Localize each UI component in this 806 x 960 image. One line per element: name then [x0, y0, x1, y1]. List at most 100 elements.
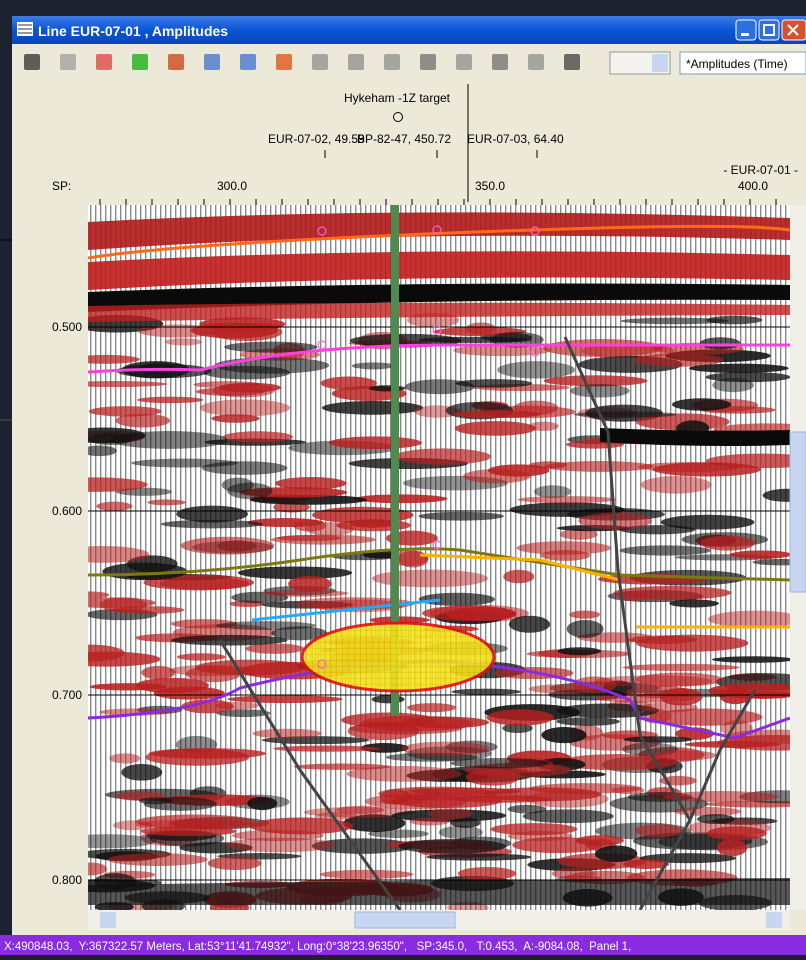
toolbar-button[interactable]	[24, 54, 40, 70]
seismic-blob	[623, 736, 693, 743]
seismic-blob	[570, 384, 630, 398]
seismic-blob	[328, 436, 422, 450]
toolbar-button[interactable]	[204, 54, 220, 70]
seismic-blob	[313, 599, 405, 613]
maximize-button[interactable]	[758, 19, 780, 41]
scroll-thumb[interactable]	[354, 911, 456, 929]
seismic-blob	[346, 766, 462, 782]
display-select[interactable]	[679, 51, 806, 75]
toolbar-button[interactable]	[420, 54, 436, 70]
reflector	[88, 302, 790, 322]
pick-markers	[317, 225, 540, 669]
seismic-blob	[454, 421, 537, 436]
seismic-blob	[619, 545, 712, 556]
seismic-blob	[528, 421, 559, 431]
seismic-blob	[237, 566, 353, 580]
seismic-blob	[438, 825, 483, 839]
scroll-right[interactable]	[766, 912, 782, 928]
seismic-blob	[140, 826, 237, 837]
line-label: - EUR-07-01 -	[723, 163, 798, 177]
seismic-blob	[697, 814, 735, 825]
seismic-blob	[369, 616, 430, 624]
seismic-blob	[311, 838, 414, 854]
seismic-blob	[96, 501, 133, 511]
seismic-blob	[397, 550, 429, 568]
header-panel	[12, 82, 806, 205]
seismic-blob	[716, 839, 748, 857]
scroll-thumb[interactable]	[789, 431, 806, 593]
seismic-blob	[623, 859, 670, 870]
seismic-blob	[88, 834, 156, 849]
seismic-blob	[558, 754, 678, 771]
toolbar-button[interactable]	[60, 54, 76, 70]
toolbar-button[interactable]	[564, 54, 580, 70]
close-icon	[787, 24, 799, 36]
seismic-blob	[762, 488, 790, 502]
seismic-blob	[595, 845, 638, 863]
seismic-blob	[541, 726, 587, 744]
seismic-blob	[639, 853, 737, 864]
toolbar-button[interactable]	[96, 54, 112, 70]
reflector	[600, 428, 790, 446]
toolbar-button[interactable]	[240, 54, 256, 70]
seismic-blob	[633, 353, 724, 367]
toolbar-button[interactable]	[312, 54, 328, 70]
seismic-blob	[319, 869, 414, 879]
seismic-blob	[671, 398, 732, 411]
seismic-blob	[457, 866, 517, 881]
sp-tick-label: 350.0	[475, 179, 505, 193]
toolbar	[12, 44, 806, 82]
seismic-blob	[368, 385, 406, 392]
seismic-blob	[663, 791, 779, 803]
horizon	[419, 553, 621, 582]
seismic-blob	[705, 372, 790, 383]
toolbar-button[interactable]	[456, 54, 472, 70]
seismic-blob	[708, 610, 790, 628]
toolbar-button[interactable]	[132, 54, 148, 70]
seismic-blob	[88, 651, 161, 667]
seismic-blob	[451, 688, 522, 695]
toolbar-button[interactable]	[384, 54, 400, 70]
seismic-blob	[700, 535, 755, 551]
seismic-blob	[261, 589, 349, 597]
horizon	[88, 343, 790, 374]
toolbar-button[interactable]	[276, 54, 292, 70]
seismic-blob	[654, 750, 717, 761]
seismic-blob	[186, 665, 241, 683]
seismic-blob	[620, 317, 729, 325]
seismic-blob	[640, 702, 698, 713]
seismic-blob	[634, 824, 684, 837]
sp-tick-label: 400.0	[738, 179, 768, 193]
seismic-blob	[497, 361, 576, 379]
seismic-blob	[88, 862, 108, 876]
title-bar	[12, 16, 806, 44]
scroll-left[interactable]	[100, 912, 116, 928]
seismic-blob	[245, 643, 305, 654]
seismic-blob	[141, 665, 176, 680]
seismic-blob	[502, 723, 533, 733]
toolbar-button[interactable]	[528, 54, 544, 70]
seismic-blob	[406, 703, 457, 713]
window-title: Line EUR-07-01 , Amplitudes	[38, 23, 228, 39]
seismic-blob	[507, 804, 547, 814]
window-buttons[interactable]	[735, 19, 806, 41]
toolbar-button[interactable]	[492, 54, 508, 70]
seismic-blob	[635, 672, 724, 687]
minimize-button[interactable]	[735, 19, 757, 41]
seismic-blob	[418, 592, 496, 606]
seismic-blob	[88, 546, 150, 563]
seismic-blob	[353, 494, 448, 504]
maximize-icon	[763, 24, 775, 36]
well-path	[391, 205, 399, 715]
toolbar-button[interactable]	[348, 54, 364, 70]
seismic-blob	[136, 396, 204, 404]
seismic-blob	[321, 400, 424, 415]
toolbar-button[interactable]	[168, 54, 184, 70]
seismic-blob	[617, 592, 648, 602]
dropdown-arrow[interactable]	[652, 54, 668, 72]
horizon	[88, 547, 790, 582]
seismic-blob	[109, 753, 141, 764]
seismic-blob	[276, 534, 342, 542]
seismic-blob	[503, 569, 535, 584]
